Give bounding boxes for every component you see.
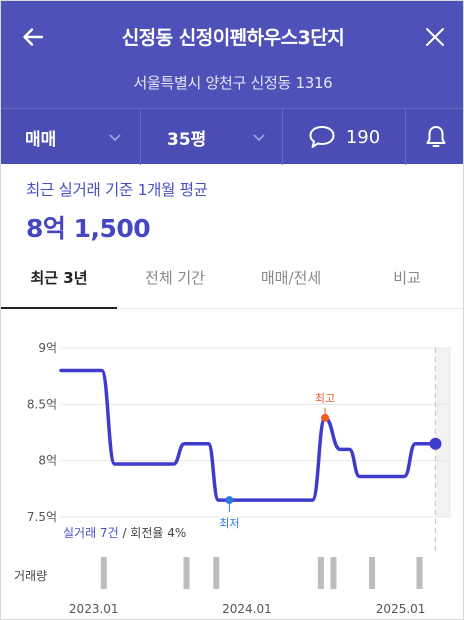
chevron-down-icon: [253, 134, 265, 142]
tab-all-period[interactable]: 전체 기간: [145, 269, 205, 287]
low-point: [225, 496, 234, 505]
deal-type-dropdown[interactable]: 매매: [1, 109, 141, 165]
high-label: 최고: [315, 392, 335, 405]
high-point: [321, 413, 330, 422]
tab-compare[interactable]: 비교: [393, 269, 421, 287]
chat-bubble-icon: [309, 126, 335, 148]
volume-label: 거래량: [14, 569, 48, 583]
y-tick-label: 8억: [38, 454, 57, 468]
close-button[interactable]: [417, 19, 453, 55]
arrow-left-icon: [23, 28, 44, 46]
x-tick-label: 2024.01: [222, 602, 272, 616]
projection-area: [435, 348, 451, 517]
tab-sale-jeonse[interactable]: 매매/전세: [260, 269, 322, 287]
deal-type-label: 매매: [25, 129, 57, 150]
volume-bar: [183, 557, 190, 589]
price-line: [59, 368, 438, 502]
volume-bar: [100, 557, 107, 589]
bell-icon: [426, 126, 445, 147]
x-tick-label: 2025.01: [376, 602, 426, 616]
x-tick-label: 2023.01: [69, 602, 119, 616]
back-button[interactable]: [15, 19, 51, 55]
period-tabs: 최근 3년 전체 기간 매매/전세 비교: [1, 257, 463, 309]
average-price-label: 최근 실거래 기준 1개월 평균: [26, 181, 208, 199]
comments-button[interactable]: 190: [283, 109, 406, 165]
header: 신정동 신정이펜하우스3단지 서울특별시 양천구 신정동 1316 매매 35평: [1, 1, 463, 165]
address-text: 서울특별시 양천구 신정동 1316: [133, 74, 333, 92]
y-tick-label: 7.5억: [27, 510, 57, 524]
size-label: 35평: [167, 129, 207, 150]
y-tick-label: 8.5억: [27, 397, 57, 411]
volume-bar: [369, 557, 376, 589]
turnover-rate: / 회전율 4%: [118, 526, 187, 540]
volume-bar: [317, 557, 324, 589]
volume-bar: [213, 557, 220, 589]
transaction-count: 실거래 7건: [63, 526, 119, 540]
low-label: 최저: [219, 517, 239, 530]
close-icon: [426, 28, 444, 46]
y-tick-label: 9억: [38, 341, 57, 355]
volume-bar: [416, 557, 423, 589]
filter-bar: 매매 35평 190: [1, 108, 463, 165]
comment-count: 190: [345, 126, 381, 148]
volume-bar: [330, 557, 337, 589]
size-dropdown[interactable]: 35평: [141, 109, 283, 165]
transaction-stats: 실거래 7건 / 회전율 4%: [63, 524, 186, 541]
current-point: [429, 437, 442, 450]
tab-recent-3-years[interactable]: 최근 3년: [1, 257, 117, 309]
average-price-value: 8억 1,500: [26, 214, 151, 243]
chevron-down-icon: [109, 134, 121, 142]
page-title: 신정동 신정이펜하우스3단지: [121, 27, 345, 49]
notification-button[interactable]: [406, 109, 463, 165]
